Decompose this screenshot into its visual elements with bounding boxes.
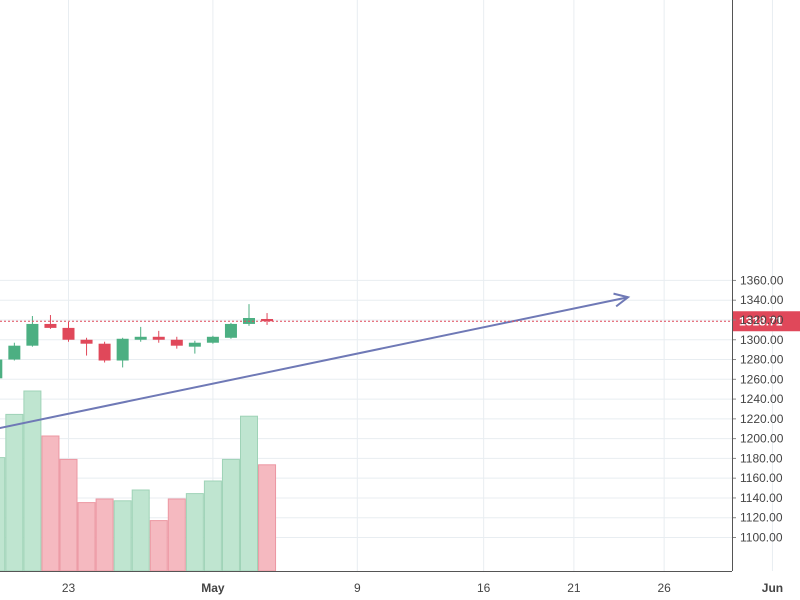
y-tick-label: 1120.00: [740, 511, 783, 525]
y-tick-label: 1220.00: [740, 412, 784, 426]
x-tick-label: 21: [567, 581, 581, 595]
trendline-arrowhead[interactable]: [613, 292, 631, 308]
candle-body: [0, 359, 3, 379]
volume-bar: [131, 489, 150, 572]
current-price-tag: [732, 311, 800, 332]
y-tick-label: 1360.00: [740, 273, 784, 287]
volume-bar: [95, 498, 114, 572]
volume-bar: [203, 480, 222, 572]
candle-body: [206, 336, 219, 343]
y-tick-label: 1140.00: [740, 491, 783, 505]
y-tick-label: 1320.00: [740, 313, 784, 327]
candle-body: [152, 336, 165, 340]
x-tick-label: May: [201, 581, 225, 595]
candle-body: [62, 327, 75, 340]
y-tick-label: 1240.00: [740, 392, 784, 406]
x-tick-label: 23: [62, 581, 76, 595]
candle-body: [80, 339, 93, 344]
y-tick-label: 1340.00: [740, 293, 784, 307]
y-tick-label: 1300.00: [740, 333, 784, 347]
volume-bar: [41, 435, 60, 572]
volume-bar: [0, 457, 6, 572]
y-tick-label: 1100.00: [740, 531, 783, 545]
volume-bar: [240, 415, 258, 572]
volume-bar: [5, 413, 24, 572]
grid-lines: [0, 0, 773, 571]
current-price-label: 1318.71: [739, 314, 783, 328]
y-tick-label: 1200.00: [740, 432, 784, 446]
volume-bar: [23, 390, 42, 572]
volume-bar: [221, 458, 240, 572]
candle-body: [98, 343, 111, 361]
volume-bar: [113, 500, 132, 572]
candle-body: [116, 338, 129, 361]
volume-bar: [59, 458, 78, 572]
volume-bar: [258, 464, 277, 572]
candle-body: [188, 342, 201, 347]
candle-body: [44, 323, 57, 328]
candle-body: [170, 339, 183, 346]
trendline[interactable]: [0, 296, 629, 447]
x-tick-label: 26: [657, 581, 671, 595]
x-tick-label: 16: [477, 581, 491, 595]
x-tick-label: Jun: [762, 581, 783, 595]
volume-bar: [185, 493, 204, 572]
axes: 1100.00 1120.00 1140.00 1160.00 1180.00 1200.…: [0, 0, 784, 595]
x-tick-label: 9: [354, 581, 361, 595]
candle-body: [8, 345, 21, 360]
volume-bar: [149, 520, 168, 572]
y-tick-label: 1280.00: [740, 353, 784, 367]
volume-bars: [0, 390, 277, 572]
trendline-group[interactable]: [0, 292, 631, 448]
volume-bar: [77, 502, 96, 572]
price-line-group: 1318.71: [0, 311, 800, 332]
y-tick-label: 1260.00: [740, 372, 784, 386]
y-tick-label: 1180.00: [740, 451, 783, 465]
candle-body: [224, 323, 237, 338]
volume-bar: [167, 498, 186, 572]
candle-body: [134, 336, 147, 340]
candle-body: [26, 323, 39, 346]
y-tick-label: 1160.00: [740, 471, 783, 485]
candle-body: [261, 318, 274, 322]
